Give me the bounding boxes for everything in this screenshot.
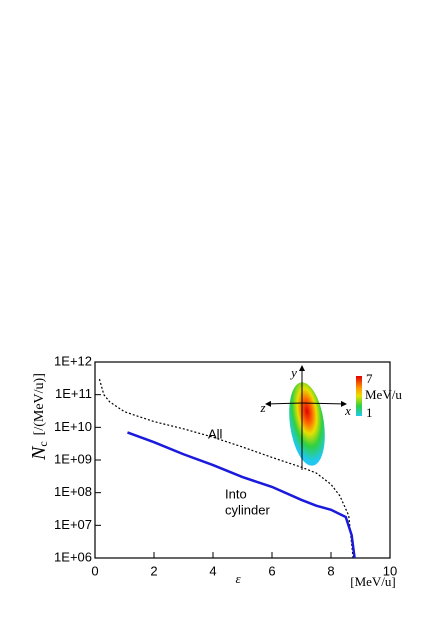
y-tick-label: 1E+08 [54,484,92,499]
inset [265,365,362,470]
y-axis-label: Nc [/(MeV/u)] [28,373,50,461]
x-tick-label: 8 [327,563,334,578]
data-line [127,431,356,559]
colorbar-label: MeV/u [365,387,402,402]
inset-axis [301,400,347,407]
inset-heatmap [289,382,325,466]
y-tick-label: 1E+06 [54,549,92,564]
data-line [98,378,354,559]
annotation: Into [225,486,247,501]
inset-axis-label: y [289,365,297,380]
annotation: cylinder [225,502,270,517]
y-axis-unit: [/(MeV/u)] [32,373,47,435]
x-tick-label: 4 [209,563,216,578]
y-axis-symbol: N [28,445,50,461]
y-axis-subscript: c [36,441,50,446]
x-tick-label: 6 [268,563,275,578]
inset-axis-label: x [344,403,351,418]
colorbar-label: 7 [366,371,373,386]
colorbar [356,376,362,416]
inset-axis-label: z [259,400,265,415]
x-tick-label: 0 [91,563,98,578]
x-tick-label: 10 [383,563,397,578]
y-tick-label: 1E+07 [54,517,92,532]
annotation: All [208,426,223,441]
x-axis-unit: [MeV/u] [350,574,396,589]
plot-frame [94,361,391,559]
inset-axis [265,400,303,407]
colorbar-label: 1 [366,405,373,420]
x-tick-label: 2 [150,563,157,578]
y-tick-label: 1E+12 [54,353,92,368]
y-tick-label: 1E+09 [54,451,92,466]
x-axis-label: ε [235,571,241,586]
y-tick-label: 1E+10 [54,419,92,434]
y-tick-label: 1E+11 [55,386,92,401]
